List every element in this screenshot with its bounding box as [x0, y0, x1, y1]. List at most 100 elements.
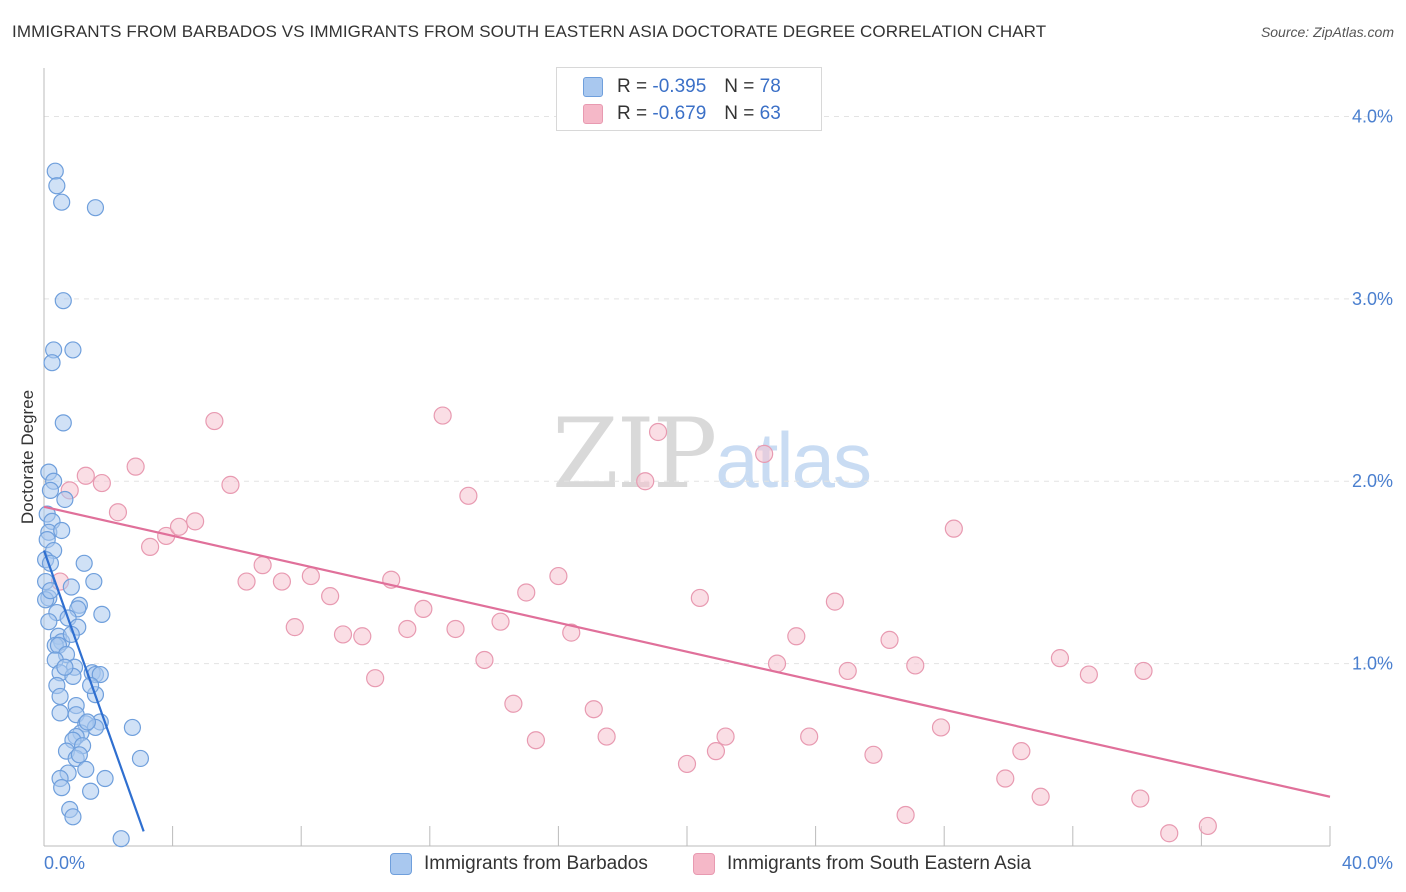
point-barbados-0 [46, 162, 64, 180]
point-barbados-30 [93, 605, 111, 623]
point-south-eastern-asia-41 [755, 444, 774, 463]
trend-lines [42, 505, 1331, 832]
bottom-legend-swatch-barbados [390, 853, 412, 875]
legend-n-label: N = [724, 103, 755, 124]
point-barbados-12 [56, 490, 74, 509]
trend-line-barbados [42, 550, 145, 832]
point-barbados-1 [48, 177, 66, 195]
point-south-eastern-asia-40 [716, 727, 735, 746]
point-south-eastern-asia-25 [459, 486, 478, 505]
point-barbados-74 [78, 713, 97, 731]
point-south-eastern-asia-37 [677, 754, 697, 774]
legend-n-value: 63 [759, 103, 781, 124]
point-barbados-48 [51, 687, 69, 706]
watermark: ZIPatlas [552, 398, 872, 510]
point-south-eastern-asia-50 [906, 656, 925, 675]
point-south-eastern-asia-10 [221, 475, 240, 494]
point-south-eastern-asia-48 [880, 630, 899, 650]
y-axis-label: Doctorate Degree [18, 390, 37, 524]
point-south-eastern-asia-39 [706, 742, 726, 761]
point-south-eastern-asia-14 [285, 618, 304, 637]
bottom-legend-south-eastern-asia: Immigrants from South Eastern Asia [693, 851, 1031, 877]
point-barbados-68 [53, 779, 71, 797]
legend-r-label: R = [617, 76, 648, 97]
point-south-eastern-asia-27 [491, 612, 510, 631]
point-south-eastern-asia-3 [108, 503, 128, 522]
point-south-eastern-asia-58 [1131, 789, 1150, 808]
series-barbados-points [37, 162, 150, 848]
bottom-legend-barbados: Immigrants from Barbados [390, 851, 648, 877]
point-barbados-2 [53, 193, 71, 211]
point-south-eastern-asia-23 [433, 406, 452, 425]
point-barbados-6 [64, 341, 82, 359]
point-south-eastern-asia-24 [446, 619, 465, 639]
legend-r-value: -0.395 [652, 76, 707, 97]
y-tick-label-0: 1.0% [1352, 654, 1393, 674]
point-south-eastern-asia-29 [517, 583, 536, 602]
point-barbados-16 [53, 521, 71, 540]
point-barbados-45 [91, 665, 109, 684]
point-south-eastern-asia-47 [864, 745, 883, 764]
point-south-eastern-asia-18 [353, 627, 372, 646]
point-barbados-11 [41, 481, 60, 499]
point-barbados-72 [112, 830, 130, 848]
y-tick-label-1: 2.0% [1352, 471, 1393, 491]
point-barbados-62 [70, 746, 88, 764]
point-south-eastern-asia-57 [1079, 665, 1098, 684]
point-barbados-23 [62, 578, 80, 596]
point-south-eastern-asia-60 [1160, 824, 1179, 843]
point-south-eastern-asia-55 [1031, 787, 1050, 806]
point-south-eastern-asia-38 [690, 588, 709, 608]
axes [43, 68, 1331, 847]
legend-row-barbados: R = -0.395 N = 78 [583, 75, 781, 99]
point-south-eastern-asia-56 [1050, 649, 1070, 668]
point-south-eastern-asia-53 [996, 769, 1015, 788]
point-south-eastern-asia-49 [896, 805, 915, 825]
point-barbados-24 [85, 572, 103, 591]
trend-line-south-eastern-asia [43, 505, 1331, 798]
point-barbados-4 [54, 292, 72, 310]
point-south-eastern-asia-11 [237, 572, 256, 591]
point-south-eastern-asia-31 [549, 566, 568, 586]
point-south-eastern-asia-0 [76, 466, 95, 485]
legend-n-value: 78 [759, 76, 781, 97]
point-south-eastern-asia-54 [1012, 742, 1031, 761]
point-south-eastern-asia-33 [584, 700, 603, 719]
point-south-eastern-asia-22 [414, 599, 433, 619]
correlation-legend: R = -0.395 N = 78 R = -0.679 N = 63 [556, 67, 822, 131]
bottom-legend-swatch-south-eastern-asia [693, 853, 715, 875]
point-barbados-69 [82, 782, 100, 800]
y-tick-label-3: 4.0% [1352, 106, 1393, 126]
point-south-eastern-asia-12 [253, 556, 272, 575]
point-south-eastern-asia-7 [169, 517, 189, 536]
point-south-eastern-asia-5 [140, 537, 160, 556]
bottom-legend-label-barbados: Immigrants from Barbados [424, 853, 648, 874]
point-south-eastern-asia-51 [931, 718, 951, 737]
legend-swatch-south-eastern-asia [583, 104, 603, 124]
point-barbados-71 [64, 808, 82, 826]
point-barbados-63 [131, 749, 150, 768]
point-south-eastern-asia-19 [366, 669, 385, 688]
point-south-eastern-asia-15 [301, 566, 320, 586]
point-barbados-55 [123, 718, 142, 737]
y-tick-label-2: 3.0% [1352, 289, 1393, 309]
point-south-eastern-asia-61 [1198, 816, 1217, 836]
point-south-eastern-asia-9 [205, 411, 224, 431]
point-south-eastern-asia-17 [333, 625, 353, 644]
point-barbados-67 [96, 769, 114, 788]
x-tick-label-0: 0.0% [44, 853, 85, 873]
point-south-eastern-asia-43 [787, 627, 806, 646]
point-south-eastern-asia-8 [186, 512, 205, 531]
point-barbados-50 [51, 704, 69, 722]
point-barbados-3 [86, 199, 105, 217]
point-barbados-64 [77, 760, 95, 779]
point-barbados-32 [40, 613, 58, 631]
watermark-atlas: atlas [715, 416, 872, 504]
point-south-eastern-asia-28 [504, 694, 523, 713]
x-tick-label-1: 40.0% [1342, 853, 1393, 873]
point-south-eastern-asia-35 [636, 472, 655, 491]
point-barbados-73 [56, 658, 74, 676]
point-south-eastern-asia-21 [398, 619, 417, 639]
point-barbados-8 [54, 414, 72, 432]
